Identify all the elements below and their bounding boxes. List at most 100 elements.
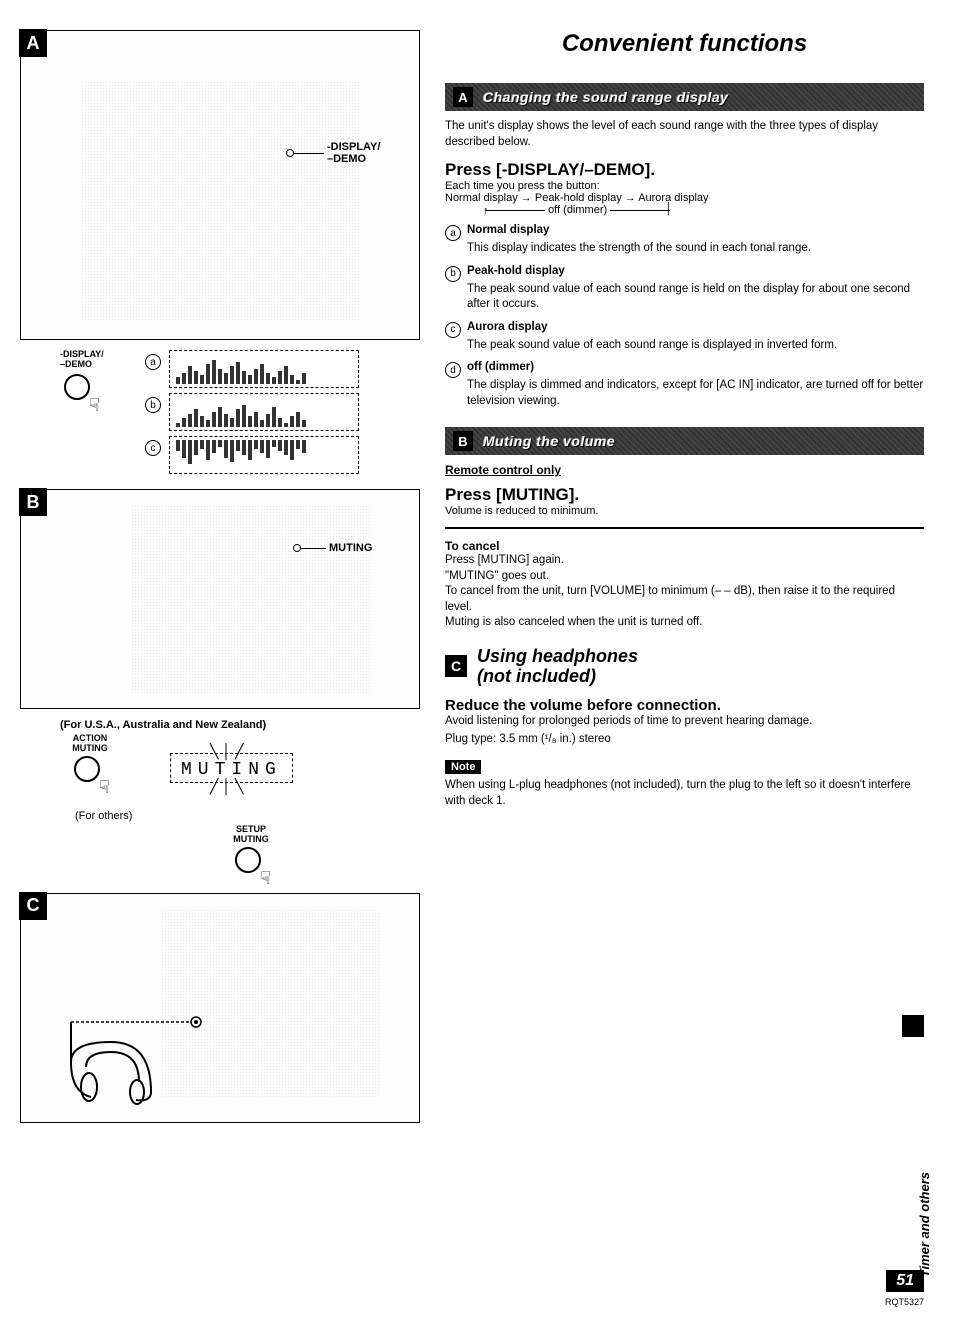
section-c-title: Using headphones (not included) xyxy=(477,646,638,687)
section-a-item: aNormal display xyxy=(445,224,924,241)
divider xyxy=(445,527,924,529)
page-root: A -DISPLAY/ –DEMO -DISPLAY/ –DEMO ☟ xyxy=(0,0,954,1143)
fig-a-callout-label: -DISPLAY/ –DEMO xyxy=(327,141,380,165)
figure-c-box: C xyxy=(20,893,420,1123)
section-b-bar: B Muting the volume xyxy=(445,427,924,455)
fig-a-callout-line xyxy=(294,153,324,154)
press-muting-body: Volume is reduced to minimum. xyxy=(445,505,924,517)
section-a-letter: A xyxy=(453,87,473,107)
hand-icon-3: ☟ xyxy=(260,868,271,889)
fig-b-callout-dot xyxy=(293,544,301,552)
setup-label: SETUP MUTING xyxy=(82,825,420,845)
display-row-b: b xyxy=(145,393,359,431)
item-title: off (dimmer) xyxy=(467,361,534,378)
action-label: ACTION MUTING xyxy=(70,734,110,754)
fig-a-displays: -DISPLAY/ –DEMO ☟ a b c xyxy=(60,350,420,479)
row-a-letter: a xyxy=(145,354,161,370)
display-demo-press: -DISPLAY/ –DEMO ☟ xyxy=(60,350,130,479)
fig-b-callout-line xyxy=(301,548,326,549)
section-a-bar: A Changing the sound range display xyxy=(445,83,924,111)
right-column: Convenient functions A Changing the soun… xyxy=(445,30,924,1133)
c-title-l2: (not included) xyxy=(477,666,596,686)
figure-b-badge: B xyxy=(19,488,47,516)
section-a-items: aNormal displayThis display indicates th… xyxy=(445,224,924,409)
side-tab-label: Timer and others xyxy=(917,1172,932,1277)
display-row-c: c xyxy=(145,436,359,474)
item-body: The display is dimmed and indicators, ex… xyxy=(467,378,924,409)
setup-muting-block: SETUP MUTING ☟ xyxy=(82,825,420,887)
action-l1: ACTION xyxy=(73,733,108,743)
cancel-line: To cancel from the unit, turn [VOLUME] t… xyxy=(445,584,924,615)
figure-c-badge: C xyxy=(19,892,47,920)
fig-a-callout-dot xyxy=(286,149,294,157)
item-letter: d xyxy=(445,362,461,378)
press-icon-2: ☟ xyxy=(70,756,110,796)
figure-a-box: A -DISPLAY/ –DEMO xyxy=(20,30,420,340)
reduce-body1: Avoid listening for prolonged periods of… xyxy=(445,714,924,730)
seg-arrows-bot: ╱ │ ╲ xyxy=(210,778,243,795)
press-circle-icon-3 xyxy=(235,847,261,873)
fig-a-callout-l2: –DEMO xyxy=(327,153,366,165)
mid-label-l2: –DEMO xyxy=(60,359,92,369)
reduce-title: Reduce the volume before connection. xyxy=(445,697,924,714)
mid-label-l1: -DISPLAY/ xyxy=(60,349,104,359)
figure-b-box: B MUTING xyxy=(20,489,420,709)
section-a-item: bPeak-hold display xyxy=(445,265,924,282)
section-c-letter: C xyxy=(445,655,467,677)
page-number: 51 xyxy=(886,1270,924,1292)
press-muting-title: Press [MUTING]. xyxy=(445,485,924,505)
page-title: Convenient functions xyxy=(445,30,924,58)
region-note-others: (For others) xyxy=(75,810,420,822)
press-display-title: Press [-DISPLAY/–DEMO]. xyxy=(445,160,924,180)
display-rows: a b c xyxy=(145,350,359,479)
fig-a-callout-l1: -DISPLAY/ xyxy=(327,141,380,153)
fig-b-callout-label: MUTING xyxy=(329,542,372,554)
muting-seg-wrap: ╲ │ ╱ MUTING ╱ │ ╲ xyxy=(170,753,293,783)
note-body: When using L-plug headphones (not includ… xyxy=(445,778,924,809)
flow-off-text: off (dimmer) xyxy=(548,204,607,216)
section-b-title: Muting the volume xyxy=(483,433,615,449)
cancel-title: To cancel xyxy=(445,539,924,553)
item-body: The peak sound value of each sound range… xyxy=(467,282,924,313)
press-circle-icon-2 xyxy=(74,756,100,782)
figure-a-texture xyxy=(81,81,361,321)
mini-display-c xyxy=(169,436,359,474)
mini-display-a xyxy=(169,350,359,388)
item-body: This display indicates the strength of t… xyxy=(467,241,924,257)
figure-a-badge: A xyxy=(19,29,47,57)
section-b-letter: B xyxy=(453,431,473,451)
muting-action-row: ACTION MUTING ☟ ╲ │ ╱ MUTING ╱ │ ╲ xyxy=(50,734,420,802)
page-code: RQT5327 xyxy=(885,1297,924,1307)
section-a-intro: The unit's display shows the level of ea… xyxy=(445,119,924,150)
setup-l2: MUTING xyxy=(233,834,269,844)
cancel-lines: Press [MUTING] again."MUTING" goes out.T… xyxy=(445,553,924,631)
c-title-l1: Using headphones xyxy=(477,646,638,666)
section-a-item: d off (dimmer) xyxy=(445,361,924,378)
press-icon: ☟ xyxy=(60,374,100,414)
mini-display-b xyxy=(169,393,359,431)
row-c-letter: c xyxy=(145,440,161,456)
press-circle-icon xyxy=(64,374,90,400)
cancel-line: Press [MUTING] again. xyxy=(445,553,924,569)
reduce-body2: Plug type: 3.5 mm (¹/₈ in.) stereo xyxy=(445,732,924,748)
press-display-sub: Each time you press the button: xyxy=(445,180,924,192)
item-title: Aurora display xyxy=(467,321,548,338)
flow-sequence: Normal display → Peak-hold display → Aur… xyxy=(445,192,924,204)
item-title: Normal display xyxy=(467,224,549,241)
row-b-letter: b xyxy=(145,397,161,413)
section-a-title: Changing the sound range display xyxy=(483,89,728,105)
cancel-line: "MUTING" goes out. xyxy=(445,569,924,585)
note-badge: Note xyxy=(445,760,481,774)
setup-l1: SETUP xyxy=(236,824,266,834)
figure-b-texture xyxy=(131,505,371,695)
hand-icon-2: ☟ xyxy=(99,777,110,798)
left-column: A -DISPLAY/ –DEMO -DISPLAY/ –DEMO ☟ xyxy=(20,30,420,1133)
flow-off-row: ↑ off (dimmer) │ xyxy=(445,204,924,216)
headphone-icon xyxy=(61,992,241,1112)
action-l2: MUTING xyxy=(72,743,108,753)
cancel-line: Muting is also canceled when the unit is… xyxy=(445,615,924,631)
item-title: Peak-hold display xyxy=(467,265,565,282)
side-marker-block xyxy=(902,1015,924,1037)
item-body: The peak sound value of each sound range… xyxy=(467,338,924,354)
section-c-header: C Using headphones (not included) xyxy=(445,646,924,687)
